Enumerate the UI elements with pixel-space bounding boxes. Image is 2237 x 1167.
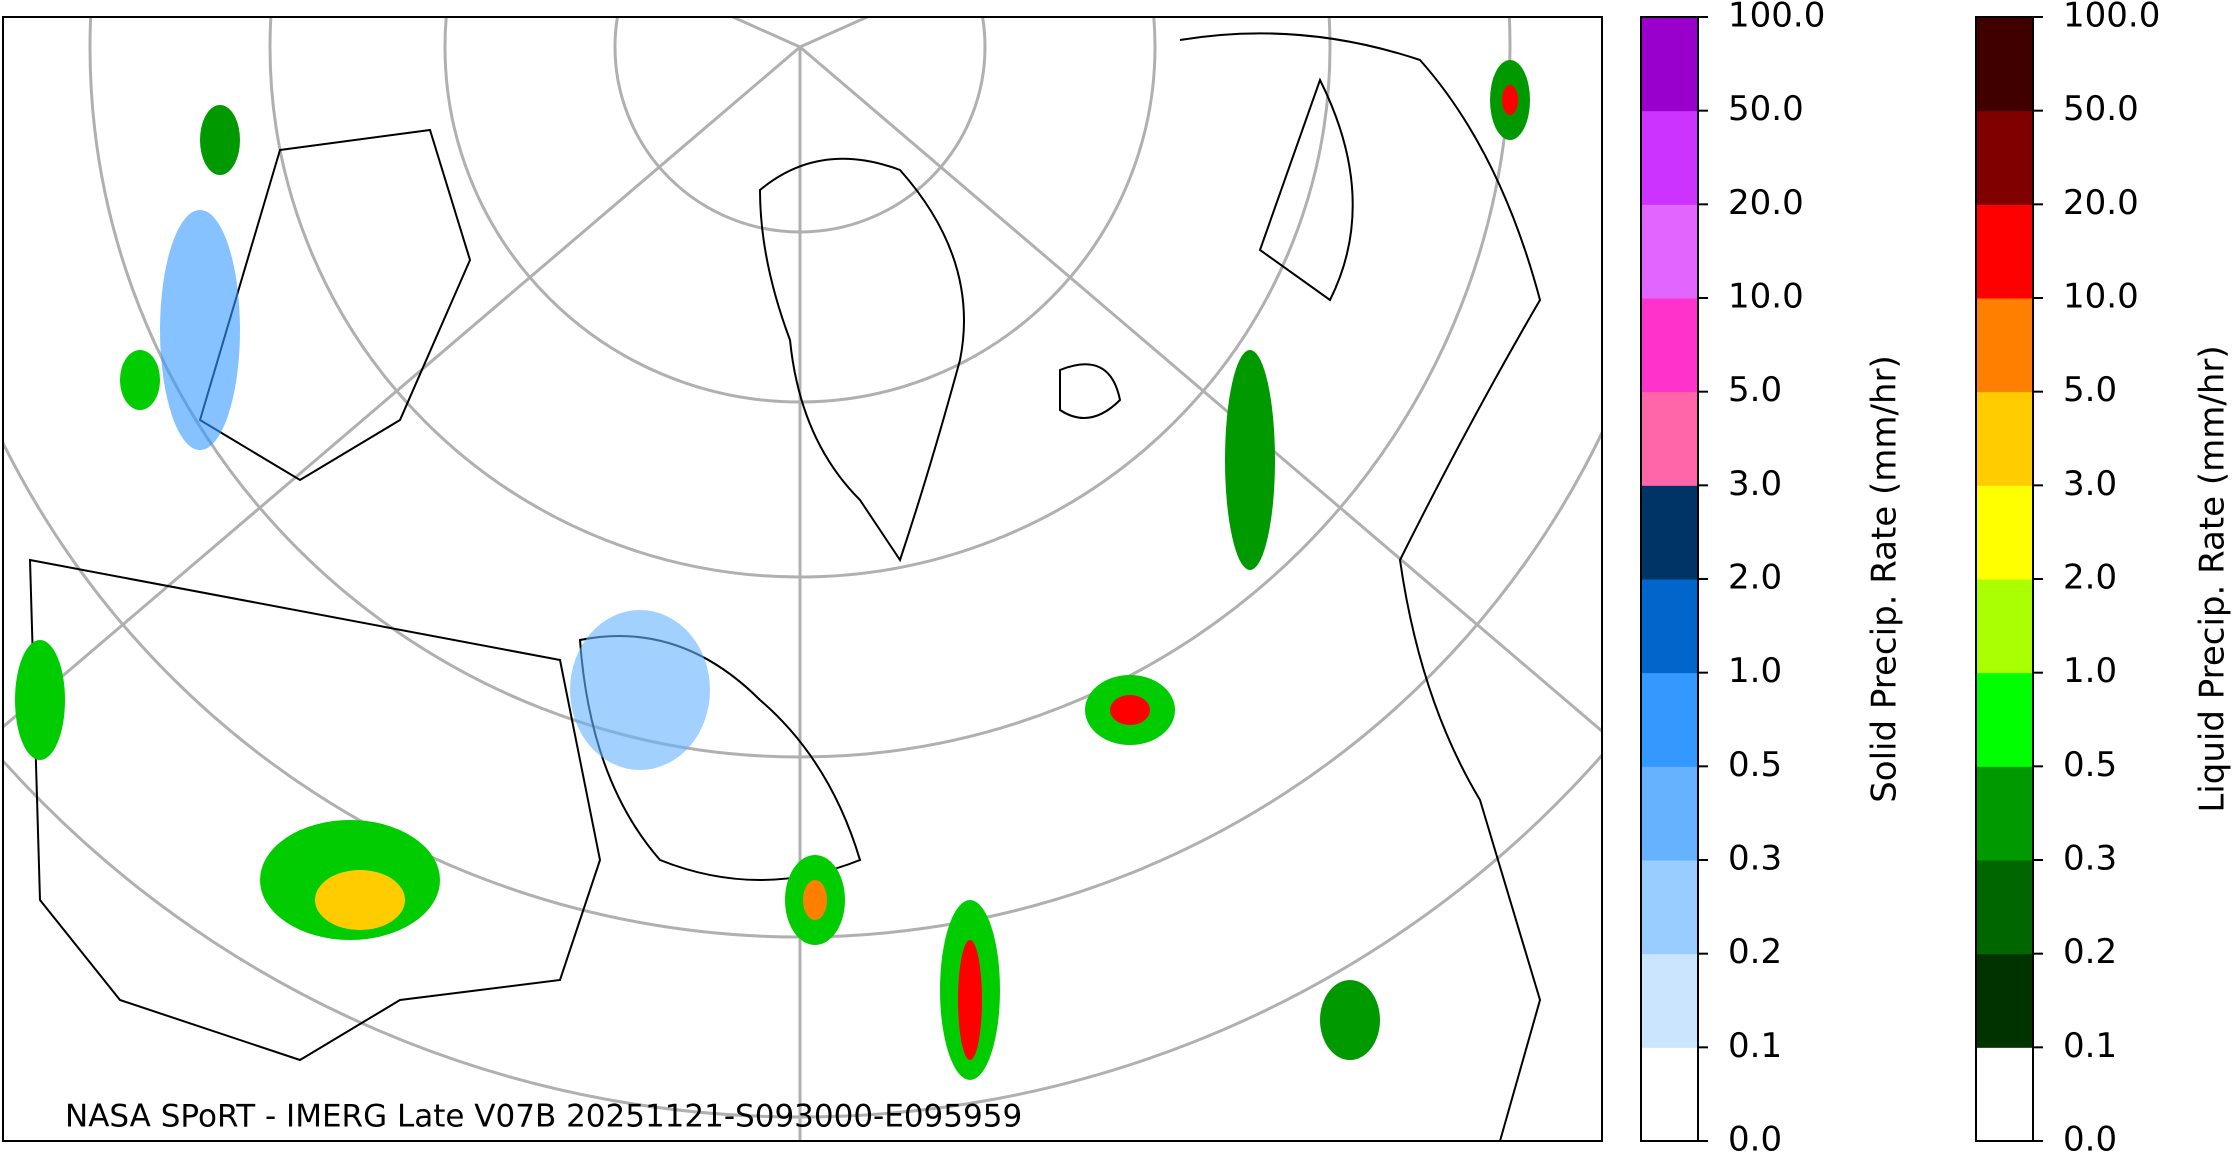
colorbar-tick-label: 0.1 [1728, 1026, 1782, 1066]
colorbar-segment [1641, 204, 1698, 299]
colorbar-tick-label: 0.2 [2063, 932, 2117, 972]
colorbar-segment [1641, 579, 1698, 674]
colorbar-tick-label: 2.0 [2063, 558, 2117, 598]
colorbar-tick-label: 0.2 [1728, 932, 1782, 972]
colorbar-tick-label: 0.3 [2063, 839, 2117, 879]
colorbar-segment [1976, 860, 2033, 955]
caption: NASA SPoRT - IMERG Late V07B 20251121-S0… [65, 1099, 1022, 1135]
colorbar-tick-label: 1.0 [2063, 651, 2117, 691]
colorbar-tick-label: 0.5 [1728, 745, 1782, 785]
colorbar-label: Solid Precip. Rate (mm/hr) [1865, 355, 1905, 803]
colorbar-tick-label: 5.0 [2063, 370, 2117, 410]
colorbar-tick-label: 20.0 [1728, 183, 1804, 223]
colorbar-tick-label: 100.0 [2063, 0, 2160, 36]
colorbar-segment [1641, 953, 1698, 1048]
colorbar-segment [1641, 485, 1698, 580]
colorbar-segment [1976, 579, 2033, 674]
colorbar-segment [1976, 953, 2033, 1048]
precip [15, 60, 1530, 1080]
colorbar-tick-label: 0.0 [2063, 1120, 2117, 1160]
colorbar-tick-label: 20.0 [2063, 183, 2139, 223]
map-frame [2, 16, 1603, 1142]
colorbar-segment [1641, 298, 1698, 393]
colorbar-tick-label: 2.0 [1728, 558, 1782, 598]
colorbar-segment [1976, 766, 2033, 861]
colorbar-tick-label: 0.3 [1728, 839, 1782, 879]
colorbar-segment [1976, 298, 2033, 393]
colorbar-segment [1976, 391, 2033, 486]
colorbar-tick-label: 10.0 [1728, 277, 1804, 317]
colorbar-segment [1976, 110, 2033, 205]
colorbar-segment [1976, 1047, 2033, 1142]
colorbar-tick-label: 3.0 [1728, 464, 1782, 504]
colorbar-segment [1641, 766, 1698, 861]
colorbar-segment [1976, 672, 2033, 767]
colorbar-segment [1641, 1047, 1698, 1142]
colorbar-tick-label: 5.0 [1728, 370, 1782, 410]
colorbar-tick-label: 100.0 [1728, 0, 1825, 36]
colorbar-segment [1641, 860, 1698, 955]
colorbar-segment [1641, 391, 1698, 486]
colorbar-segment [1641, 17, 1698, 112]
colorbar-tick-label: 0.1 [2063, 1026, 2117, 1066]
colorbar-segment [1976, 17, 2033, 112]
colorbar-label: Liquid Precip. Rate (mm/hr) [2193, 345, 2233, 812]
coastlines [28, 32, 1542, 1141]
map [3, 17, 1602, 1141]
colorbar-segment [1641, 672, 1698, 767]
colorbar-tick-label: 3.0 [2063, 464, 2117, 504]
colorbar-tick-label: 50.0 [2063, 89, 2139, 129]
colorbar-segment [1976, 204, 2033, 299]
colorbar-segment [1641, 110, 1698, 205]
colorbar-tick-label: 1.0 [1728, 651, 1782, 691]
colorbar-segment [1976, 485, 2033, 580]
colorbar-tick-label: 10.0 [2063, 277, 2139, 317]
colorbar-tick-label: 0.5 [2063, 745, 2117, 785]
colorbar-tick-label: 50.0 [1728, 89, 1804, 129]
colorbar-tick-label: 0.0 [1728, 1120, 1782, 1160]
